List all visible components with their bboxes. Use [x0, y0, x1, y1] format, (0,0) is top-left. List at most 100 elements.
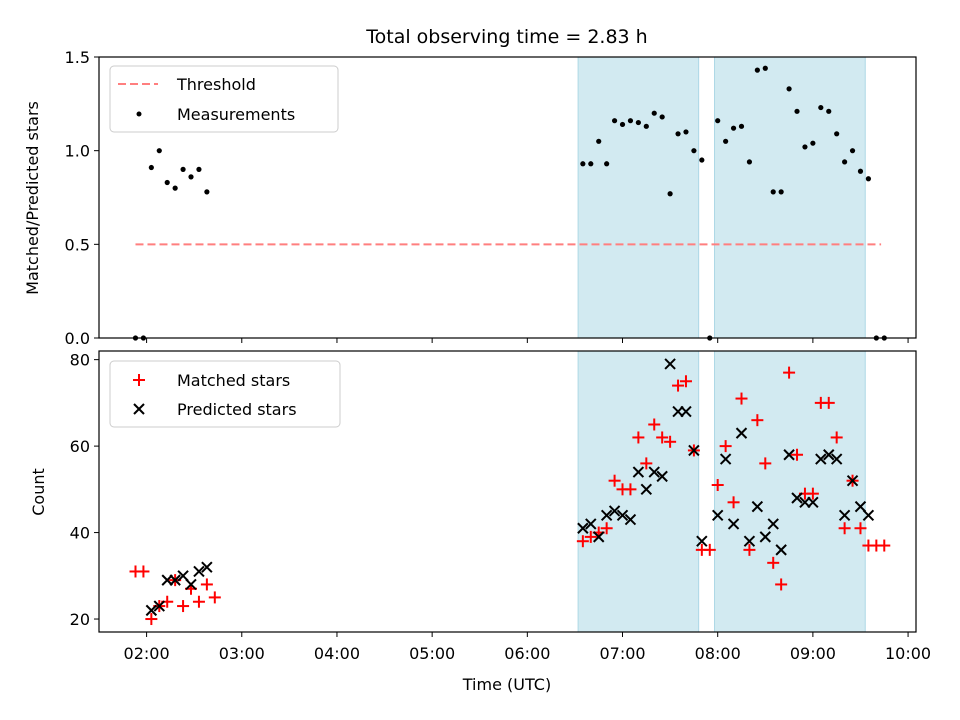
- predicted-star-point: [696, 535, 708, 547]
- shaded-interval: [714, 350, 866, 633]
- measurement-point: [172, 185, 178, 191]
- predicted-star-point: [153, 600, 165, 612]
- predicted-star-stroke: [791, 492, 803, 504]
- matched-star-point: [177, 600, 190, 613]
- bottom-y-ticks: 20 40 60 80: [70, 351, 99, 629]
- top-y-tick-label: 1.0: [65, 142, 90, 161]
- measurement-point: [148, 164, 154, 171]
- measurement-point: [762, 65, 768, 71]
- matched-star-point: [743, 543, 756, 556]
- predicted-star-stroke: [823, 449, 835, 461]
- matched-star-point: [679, 375, 692, 388]
- predicted-star-stroke: [608, 505, 621, 517]
- predicted-star-stroke: [680, 405, 692, 418]
- predicted-star-point: [593, 531, 605, 543]
- measurement-point: [810, 140, 816, 146]
- bottom-panel: 02:00 03:00 04:00 05:00 06:00 07:00 08:00 09:00…: [29, 350, 931, 694]
- predicted-star-point: [193, 565, 205, 578]
- measurement-point: [746, 159, 753, 165]
- matched-star-point: [775, 578, 788, 591]
- predicted-star-stroke: [664, 358, 676, 370]
- predicted-star-stroke: [775, 544, 787, 556]
- matched-star-point: [751, 414, 764, 427]
- x-tick-label: 06:00: [504, 644, 550, 663]
- predicted-star-stroke: [640, 483, 653, 496]
- measurement-point: [651, 110, 657, 116]
- measurement-point: [596, 138, 602, 144]
- predicted-star-stroke: [616, 509, 629, 521]
- matched-star-point: [719, 440, 732, 453]
- matched-star-point: [664, 435, 677, 448]
- top-shaded-intervals: [577, 56, 866, 339]
- measurement-point: [675, 131, 681, 137]
- predicted-star-point: [791, 492, 803, 504]
- predicted-star-stroke: [735, 427, 748, 439]
- matched-star-point: [791, 448, 804, 461]
- predicted-star-point: [201, 561, 213, 573]
- predicted-star-point: [807, 496, 819, 509]
- predicted-star-stroke: [815, 453, 827, 465]
- predicted-star-point: [767, 518, 779, 530]
- predicted-star-stroke: [600, 509, 613, 521]
- top-y-tick-label: 0.0: [65, 329, 90, 348]
- measurements-legend-label: Measurements: [177, 105, 295, 124]
- measurement-point: [818, 104, 824, 111]
- predicted-star-point: [680, 405, 692, 418]
- top-y-axis-label: Matched/Predicted stars: [23, 101, 42, 295]
- predicted-star-stroke: [153, 600, 165, 612]
- matched-star-point: [735, 392, 748, 405]
- matched-star-point: [878, 539, 891, 552]
- top-x-ticks: [146, 338, 909, 343]
- x-axis-label: Time (UTC): [462, 675, 551, 694]
- matched-star-point: [624, 483, 637, 496]
- measurement-point: [738, 123, 745, 129]
- predicted-star-point: [783, 449, 795, 461]
- predicted-star-stroke: [593, 531, 605, 543]
- top-panel: 0.0 0.5 1.0 1.5 Total observing time = 2.83…: [23, 26, 917, 348]
- predicted-star-point: [600, 509, 613, 521]
- measurement-point: [196, 166, 202, 172]
- x-tick-label: 05:00: [409, 644, 455, 663]
- top-y-ticks: 0.0 0.5 1.0 1.5: [65, 48, 99, 348]
- measurement-point: [842, 159, 848, 165]
- matched-star-point: [600, 522, 613, 535]
- predicted-star-point: [624, 513, 637, 526]
- bottom-y-tick-label: 20: [70, 610, 90, 629]
- matched-legend-label: Matched stars: [177, 371, 290, 390]
- matched-star-point: [838, 522, 851, 535]
- measurement-point: [857, 168, 864, 174]
- predicted-star-stroke: [632, 466, 645, 478]
- bottom-legend: Matched stars Predicted stars: [109, 360, 341, 428]
- measurement-point: [754, 67, 760, 73]
- top-y-tick-label: 0.5: [65, 235, 90, 254]
- predicted-star-point: [751, 500, 764, 513]
- predicted-star-point: [185, 578, 197, 591]
- matched-star-point: [632, 431, 645, 444]
- predicted-star-point: [688, 444, 700, 457]
- measurement-point: [164, 179, 170, 186]
- predicted-star-point: [862, 509, 875, 521]
- measurement-point: [156, 148, 162, 154]
- predicted-star-stroke: [585, 518, 597, 530]
- measurement-point: [691, 148, 697, 154]
- predicted-star-stroke: [624, 513, 637, 526]
- measurement-point: [588, 161, 594, 167]
- predicted-star-stroke: [169, 574, 181, 586]
- predicted-star-point: [759, 531, 771, 543]
- predicted-star-stroke: [711, 509, 724, 521]
- predicted-star-stroke: [783, 449, 795, 461]
- predicted-star-stroke: [862, 509, 875, 521]
- predicted-star-point: [648, 466, 660, 478]
- top-axes-frame: [98, 56, 917, 339]
- matched-star-point: [727, 496, 740, 509]
- measurement-point: [715, 118, 721, 124]
- matched-star-point: [200, 578, 213, 591]
- measurement-point: [865, 176, 872, 182]
- measurement-point: [635, 119, 641, 126]
- x-tick-label: 03:00: [219, 644, 265, 663]
- predicted-star-stroke: [830, 453, 843, 465]
- shaded-interval: [577, 56, 700, 339]
- matched-star-point: [648, 418, 661, 431]
- predicted-star-stroke: [577, 522, 589, 534]
